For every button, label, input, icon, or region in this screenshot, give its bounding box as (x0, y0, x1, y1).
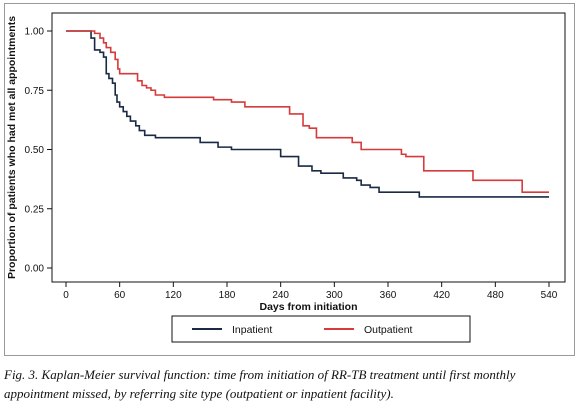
x-tick-label: 0 (63, 290, 69, 301)
x-tick-label: 180 (219, 290, 236, 301)
x-tick-label: 360 (380, 290, 397, 301)
x-axis-title: Days from initiation (259, 301, 357, 313)
y-tick-label: 0.00 (25, 264, 45, 275)
legend-label-outpatient: Outpatient (364, 324, 413, 336)
series-line-outpatient (66, 30, 549, 193)
legend-label-inpatient: Inpatient (232, 324, 272, 336)
y-ticks: 0.00 0.25 0.50 0.75 1.00 (25, 27, 52, 275)
figure-caption: Fig. 3. Kaplan-Meier survival function: … (4, 367, 516, 401)
x-tick-label: 240 (272, 290, 289, 301)
series-line-inpatient (66, 30, 549, 198)
plot-frame (51, 12, 566, 283)
x-tick-label: 420 (433, 290, 450, 301)
legend: Inpatient Outpatient (171, 315, 471, 343)
x-tick-label: 60 (114, 290, 126, 301)
y-tick-label: 0.75 (25, 86, 45, 97)
series-layer (66, 30, 549, 198)
y-tick-label: 0.50 (25, 145, 45, 156)
km-chart: 0 60 120 180 240 300 360 420 480 540 0.00 0.25 0.50… (6, 12, 566, 343)
y-axis-title: Proportion of patients who had met all a… (6, 16, 18, 279)
x-tick-label: 540 (541, 290, 558, 301)
y-tick-label: 1.00 (25, 27, 45, 38)
plot-area (51, 12, 566, 283)
x-ticks: 0 60 120 180 240 300 360 420 480 540 (63, 282, 558, 301)
y-tick-label: 0.25 (25, 204, 45, 215)
figure-frame (4, 3, 575, 356)
x-tick-label: 300 (326, 290, 343, 301)
x-tick-label: 120 (165, 290, 182, 301)
x-tick-label: 480 (487, 290, 504, 301)
